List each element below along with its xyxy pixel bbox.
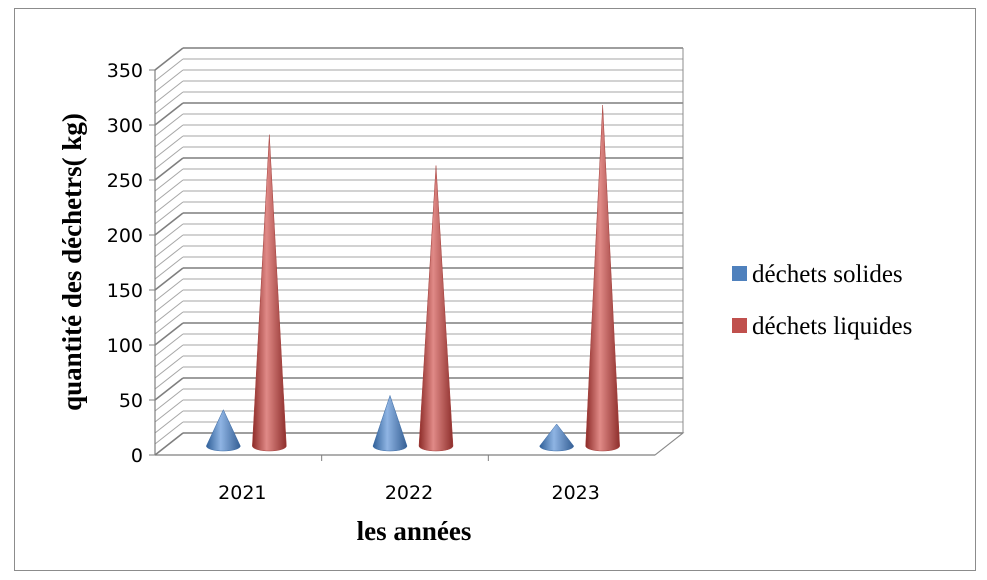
gridline-side <box>154 102 184 126</box>
gridline-side <box>154 267 184 291</box>
gridline-side <box>154 179 184 203</box>
y-tick-label: 250 <box>107 170 143 192</box>
cone-déchets-liquides-2022 <box>418 165 454 452</box>
y-tick-label: 350 <box>107 60 143 82</box>
gridline-side <box>154 69 184 93</box>
gridline-side <box>154 146 184 170</box>
gridline-side <box>154 256 184 280</box>
gridline-side <box>154 80 184 104</box>
cone-déchets-liquides-2023 <box>585 104 620 452</box>
gridline-side <box>154 344 184 368</box>
gridline-side <box>154 289 184 313</box>
cone-déchets-solides-2023 <box>539 423 574 452</box>
cone-body <box>252 134 287 452</box>
gridline-side <box>154 190 184 214</box>
gridline-side <box>154 399 184 423</box>
gridline-side <box>154 157 184 181</box>
gridline-side <box>154 58 184 82</box>
y-tick-label: 100 <box>107 335 143 357</box>
cone-body <box>418 165 454 452</box>
gridline-side <box>154 47 184 71</box>
gridline-side <box>154 366 184 390</box>
gridline-side <box>154 234 184 258</box>
cone-body <box>585 104 620 452</box>
gridline-side <box>154 91 184 115</box>
cone-body <box>206 409 241 452</box>
legend-label-solides: déchets solides <box>752 261 903 288</box>
gridline-side <box>154 168 184 192</box>
gridline-side <box>154 322 184 346</box>
legend-swatch-liquides <box>732 318 747 333</box>
y-tick-label: 0 <box>131 445 143 467</box>
cone-body <box>372 394 408 452</box>
cone-déchets-solides-2022 <box>372 394 408 452</box>
legend: déchets solides déchets liquides <box>732 261 912 340</box>
gridline-side <box>154 432 184 456</box>
gridline-side <box>154 388 184 412</box>
x-tick-label: 2022 <box>385 482 433 504</box>
gridline-side <box>154 410 184 434</box>
y-tick-label: 150 <box>107 280 143 302</box>
gridline-side <box>154 124 184 148</box>
labels-layer: 0 50 100 150 200 250 300 350 2021 2022 2023 <box>107 60 600 504</box>
legend-label-liquides: déchets liquides <box>752 313 912 340</box>
cone-déchets-solides-2021 <box>206 409 241 452</box>
floor-edge <box>654 432 684 456</box>
cone-déchets-liquides-2021 <box>252 134 287 452</box>
gridline-side <box>154 113 184 137</box>
gridline-side <box>154 311 184 335</box>
y-tick-label: 50 <box>119 390 143 412</box>
x-tick-label: 2023 <box>551 482 599 504</box>
gridline-side <box>154 421 184 445</box>
gridline-side <box>154 212 184 236</box>
gridline-side <box>154 300 184 324</box>
y-tick-label: 200 <box>107 225 143 247</box>
x-tick-label: 2021 <box>218 482 266 504</box>
gridline-side <box>154 355 184 379</box>
marks-layer <box>206 104 620 452</box>
legend-swatch-solides <box>732 266 747 281</box>
y-axis-title: quantité des déchetrs( kg) <box>57 113 87 411</box>
gridline-side <box>154 223 184 247</box>
gridline-side <box>154 245 184 269</box>
gridline-side <box>154 377 184 401</box>
gridline-side <box>154 201 184 225</box>
gridline-side <box>154 135 184 159</box>
gridline-side <box>154 333 184 357</box>
gridline-side <box>154 278 184 302</box>
cone-body <box>539 423 574 452</box>
axis-layer <box>149 69 655 461</box>
y-tick-label: 300 <box>107 115 143 137</box>
x-axis-title: les années <box>357 516 472 546</box>
